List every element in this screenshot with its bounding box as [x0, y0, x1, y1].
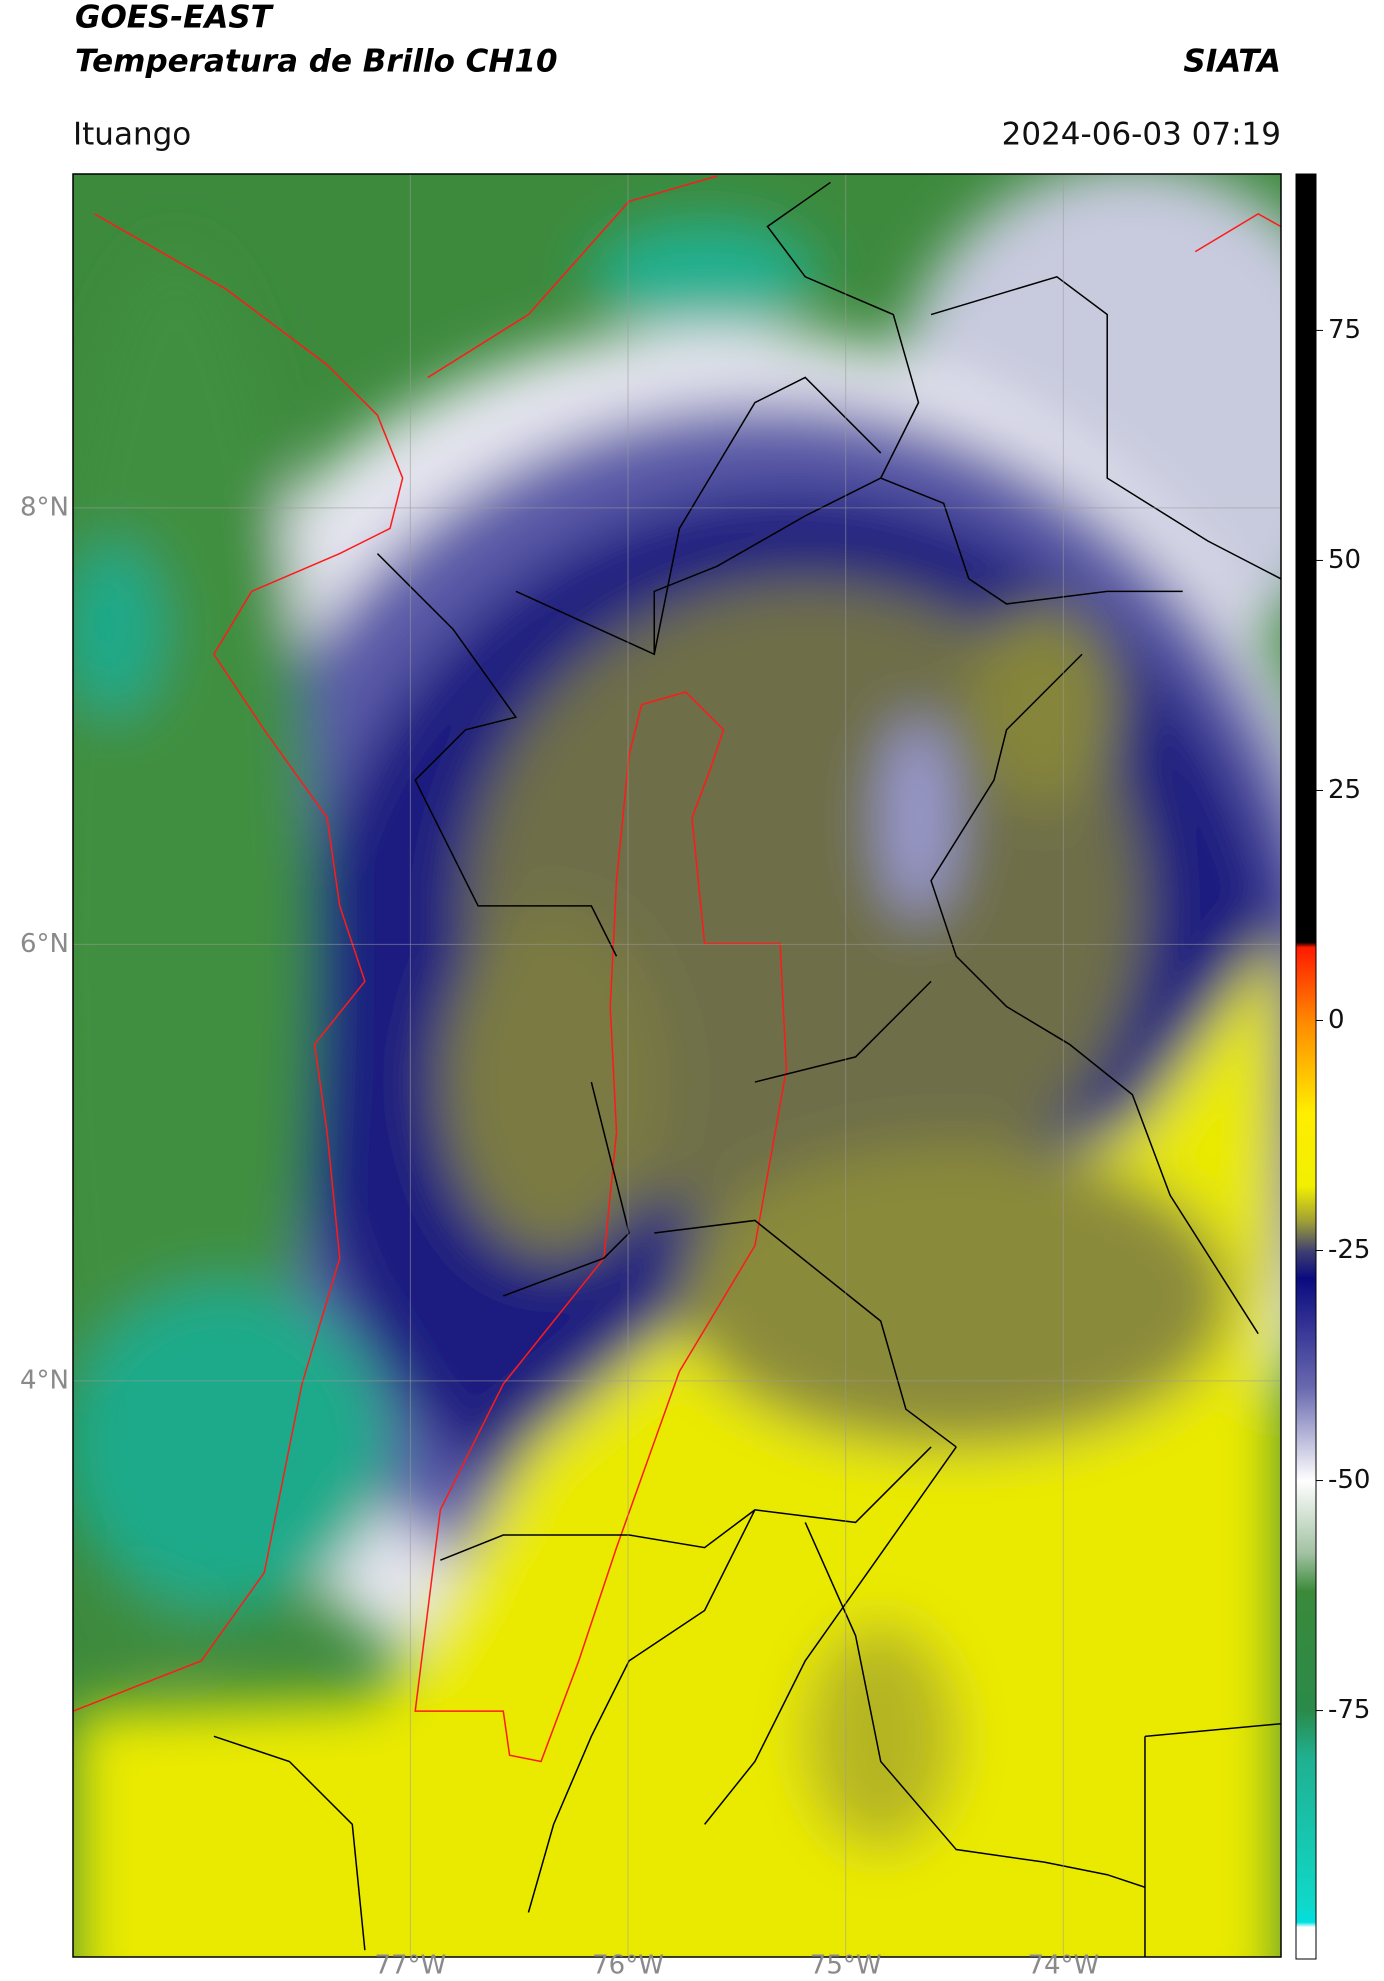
title: GOES-EAST [75, 0, 275, 36]
colorbar-segment [1296, 1186, 1316, 1224]
colorbar-segment [1296, 1020, 1316, 1114]
colorbar-tick-label: -50 [1328, 1465, 1370, 1495]
colorbar-tick-label: 0 [1328, 1005, 1345, 1035]
colorbar-segment [1296, 1926, 1316, 1960]
colorbar-segment [1296, 1710, 1316, 1758]
colorbar-frame [1295, 173, 1317, 1960]
colorbar-segment [1296, 1554, 1316, 1592]
colorbar-segment [1296, 1922, 1316, 1928]
colorbar-segment [1296, 942, 1316, 948]
colorbar-segment [1296, 1388, 1316, 1482]
colorbar-segment [1296, 1480, 1316, 1555]
colorbar-tick-label: 75 [1328, 315, 1361, 345]
satellite-imagery [73, 174, 1281, 1957]
colorbar-tick-label: 50 [1328, 545, 1361, 575]
colorbar-segment [1296, 1590, 1316, 1712]
x-tick-label: 74°W [1027, 1951, 1099, 1981]
axis-labels: 77°W 76°W 75°W 74°W 8°N 6°N 4°N [20, 492, 1099, 1980]
colorbar-tick-label: -25 [1328, 1235, 1370, 1265]
colorbar: 75 50 25 0 -25 -50 -75 [1295, 173, 1370, 1960]
colorbar-segment [1296, 1250, 1316, 1279]
y-tick-label: 6°N [20, 929, 69, 959]
source: SIATA [1183, 44, 1281, 80]
colorbar-segment [1296, 1112, 1316, 1187]
colorbar-segment [1296, 174, 1316, 943]
subtitle: Temperatura de Brillo CH10 [75, 44, 558, 80]
y-tick-label: 4°N [20, 1365, 69, 1395]
colorbar-segment [1296, 946, 1316, 1022]
colorbar-tick-label: 25 [1328, 775, 1361, 805]
map-frame [72, 173, 1282, 1958]
colorbar-segment [1296, 1903, 1316, 1923]
graticule [73, 174, 1281, 1957]
x-tick-label: 75°W [810, 1951, 882, 1981]
x-tick-label: 76°W [592, 1951, 664, 1981]
colorbar-segment [1296, 1756, 1316, 1905]
datetime: 2024-06-03 07:19 [1002, 117, 1281, 153]
colorbar-tick-label: -75 [1328, 1695, 1370, 1725]
location: Ituango [73, 117, 191, 153]
x-tick-label: 77°W [374, 1951, 446, 1981]
y-tick-label: 8°N [20, 492, 69, 522]
colorbar-segment [1296, 1278, 1316, 1390]
colorbar-segment [1296, 1222, 1316, 1252]
